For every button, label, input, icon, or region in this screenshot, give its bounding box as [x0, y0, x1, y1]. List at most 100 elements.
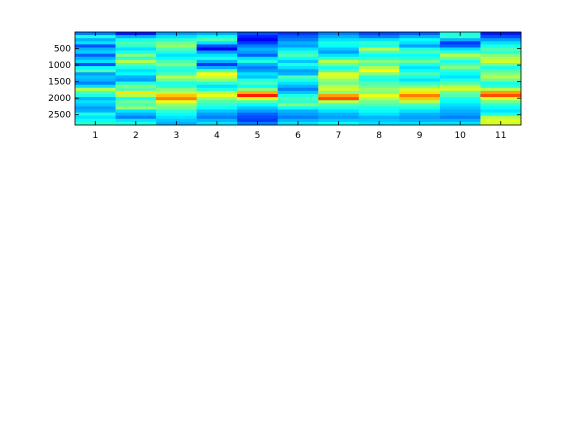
heatmap-cell — [358, 44, 400, 48]
heatmap-cell — [115, 72, 157, 76]
heatmap-cell — [237, 115, 279, 120]
heatmap-cell — [237, 84, 279, 89]
heatmap-cell — [399, 106, 441, 110]
heatmap-cell — [277, 47, 319, 51]
heatmap-cell — [277, 72, 319, 76]
heatmap-cell — [480, 109, 522, 113]
heatmap-cell — [358, 84, 400, 89]
heatmap-cell — [318, 118, 360, 123]
heatmap-cell — [277, 50, 319, 54]
heatmap-cell — [439, 53, 481, 58]
heatmap-cell — [318, 59, 360, 64]
axis-ticks: 1 2 3 4 5 6 7 8 9 10 11 500 1000 1500 2000 2500 — [48, 32, 521, 141]
heatmap-cell — [399, 118, 441, 123]
heatmap-cell — [480, 59, 522, 64]
heatmap-cell — [277, 94, 319, 98]
heatmap-cell — [358, 103, 400, 107]
heatmap-cell — [399, 87, 441, 92]
heatmap-cell — [318, 50, 360, 54]
heatmap-cell — [115, 78, 157, 82]
heatmap-cell — [480, 75, 522, 79]
heatmap-cell — [156, 72, 197, 76]
heatmap-cell — [277, 106, 319, 110]
heatmap-cell — [196, 75, 238, 79]
y-tick-label: 1500 — [48, 78, 71, 88]
heatmap-cell — [439, 35, 481, 39]
heatmap-cell — [358, 81, 400, 85]
x-tick-label: 1 — [92, 131, 98, 141]
heatmap-cell — [237, 69, 279, 73]
heatmap-cell — [318, 47, 360, 51]
heatmap-cell — [237, 63, 279, 67]
heatmap-cell — [75, 63, 116, 67]
heatmap-cell — [196, 90, 238, 95]
heatmap-cell — [156, 47, 197, 51]
heatmap-cell — [115, 103, 157, 107]
heatmap-cell — [237, 72, 279, 76]
heatmap-cell — [318, 75, 360, 79]
heatmap-cell — [358, 53, 400, 58]
heatmap-cell — [237, 59, 279, 64]
heatmap-cell — [75, 41, 116, 45]
heatmap-cell — [399, 78, 441, 82]
heatmap-cell — [75, 94, 116, 98]
heatmap-cell — [196, 56, 238, 61]
heatmap-cell — [358, 118, 400, 123]
heatmap-cell — [156, 35, 197, 39]
heatmap-cell — [196, 103, 238, 107]
heatmap-cell — [115, 87, 157, 92]
heatmap-cell — [480, 87, 522, 92]
heatmap-cell — [75, 50, 116, 54]
heatmap-cell — [277, 115, 319, 120]
heatmap-cell — [115, 38, 157, 42]
heatmap-cell — [156, 106, 197, 110]
heatmap-cell — [237, 56, 279, 61]
heatmap-cell — [439, 94, 481, 98]
heatmap-cell — [115, 69, 157, 73]
heatmap-cell — [358, 106, 400, 110]
heatmap-cell — [115, 75, 157, 79]
heatmap-cell — [358, 90, 400, 95]
heatmap-cell — [75, 53, 116, 58]
heatmap-cell — [399, 109, 441, 113]
heatmap-cell — [237, 90, 279, 95]
heatmap-cell — [277, 118, 319, 123]
heatmap-cell — [480, 94, 522, 98]
heatmap-cell — [75, 44, 116, 48]
heatmap-cell — [318, 72, 360, 76]
heatmap-cell — [75, 115, 116, 120]
heatmap-cell — [480, 47, 522, 51]
heatmap-cell — [75, 81, 116, 85]
heatmap-cell — [277, 75, 319, 79]
heatmap-cell — [318, 44, 360, 48]
heatmap-cell — [115, 109, 157, 113]
heatmap-cells — [75, 32, 522, 126]
heatmap-cell — [439, 56, 481, 61]
heatmap-cell — [439, 50, 481, 54]
heatmap-cell — [277, 87, 319, 92]
heatmap-cell — [480, 100, 522, 104]
y-tick-label: 500 — [54, 45, 71, 55]
heatmap-cell — [318, 56, 360, 61]
heatmap-cell — [399, 112, 441, 116]
heatmap-cell — [115, 41, 157, 45]
heatmap-cell — [156, 112, 197, 116]
heatmap-cell — [156, 103, 197, 107]
y-tick-label: 1000 — [48, 61, 71, 71]
heatmap-cell — [318, 87, 360, 92]
heatmap-cell — [480, 38, 522, 42]
heatmap-cell — [399, 47, 441, 51]
heatmap-cell — [318, 90, 360, 95]
heatmap-cell — [75, 112, 116, 116]
heatmap-cell — [399, 115, 441, 120]
heatmap-cell — [277, 59, 319, 64]
heatmap-cell — [237, 87, 279, 92]
heatmap-cell — [196, 81, 238, 85]
heatmap-cell — [439, 47, 481, 51]
heatmap-cell — [358, 38, 400, 42]
heatmap-cell — [439, 112, 481, 116]
heatmap-cell — [318, 38, 360, 42]
heatmap-cell — [156, 115, 197, 120]
heatmap-cell — [75, 38, 116, 42]
